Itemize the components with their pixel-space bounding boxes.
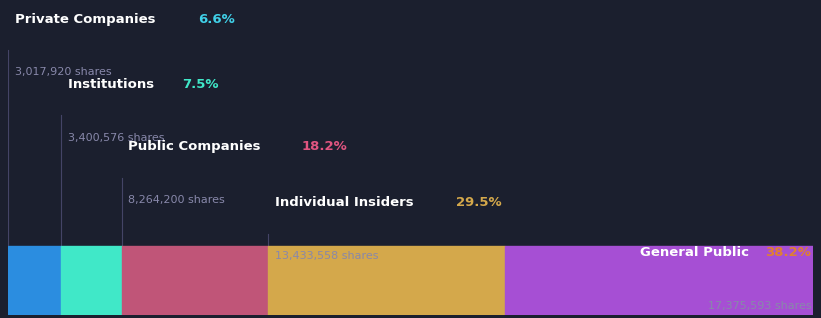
Text: 8,264,200 shares: 8,264,200 shares [128,195,225,205]
Bar [62,246,122,315]
Text: Private Companies: Private Companies [15,12,160,25]
Text: Individual Insiders: Individual Insiders [274,197,418,209]
Bar [8,246,62,315]
Bar [268,246,506,315]
Text: 18.2%: 18.2% [301,140,347,153]
Text: 7.5%: 7.5% [182,78,219,91]
Text: General Public: General Public [640,246,753,259]
Text: 29.5%: 29.5% [456,197,502,209]
Text: 3,017,920 shares: 3,017,920 shares [15,67,112,77]
Text: 17,375,593 shares: 17,375,593 shares [708,301,811,311]
Text: Public Companies: Public Companies [128,140,265,153]
Text: 13,433,558 shares: 13,433,558 shares [274,251,378,261]
Text: Institutions: Institutions [68,78,158,91]
Text: 3,400,576 shares: 3,400,576 shares [68,133,164,142]
Text: 6.6%: 6.6% [198,12,235,25]
Text: 38.2%: 38.2% [765,246,811,259]
Bar [506,246,813,315]
Bar [122,246,268,315]
